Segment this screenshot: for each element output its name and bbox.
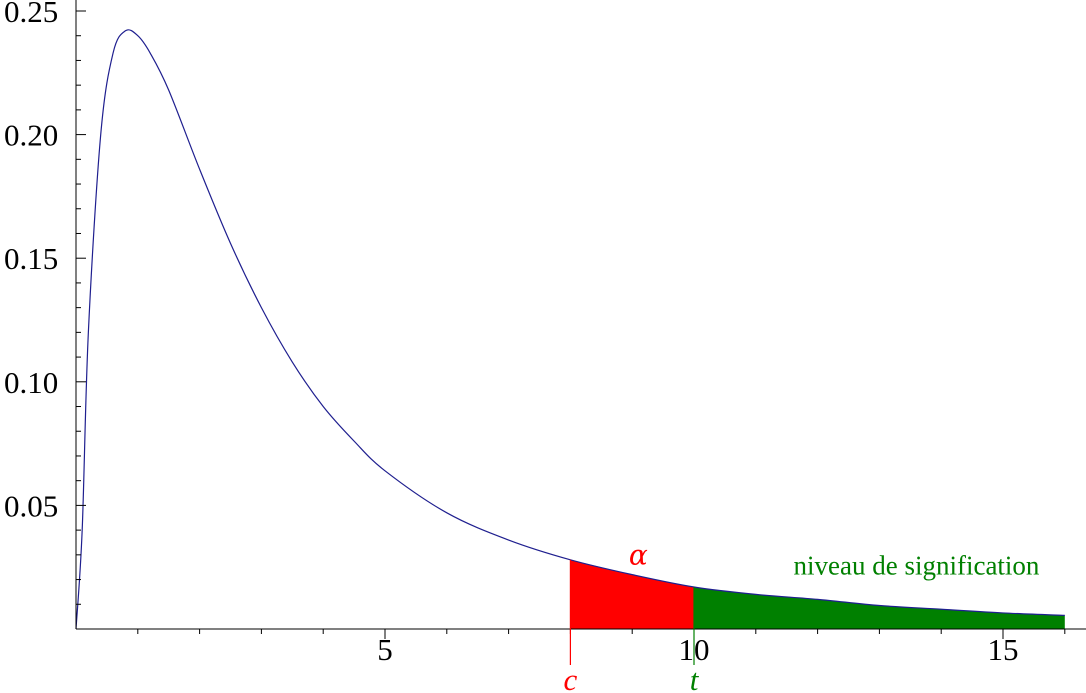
marker-label-c: c: [564, 662, 578, 693]
curve-layer: [75, 29, 1065, 630]
alpha-region: [570, 559, 694, 629]
y-tick-label: 0.25: [4, 0, 58, 29]
marker-label-t: t: [690, 662, 700, 693]
significance-label: niveau de signification: [794, 551, 1040, 581]
annotations: α niveau de signification: [629, 539, 1040, 581]
y-tick-label: 0.20: [4, 118, 58, 153]
axes: 5 10 150.050.100.150.200.25: [4, 0, 1086, 667]
x-tick-label: 5: [377, 632, 393, 667]
y-tick-label: 0.05: [4, 488, 58, 523]
y-tick-label: 0.15: [4, 241, 58, 276]
alpha-label: α: [629, 539, 648, 572]
density-curve: [75, 29, 1065, 630]
x-tick-label: 15: [988, 632, 1019, 667]
y-tick-label: 0.10: [4, 365, 58, 400]
